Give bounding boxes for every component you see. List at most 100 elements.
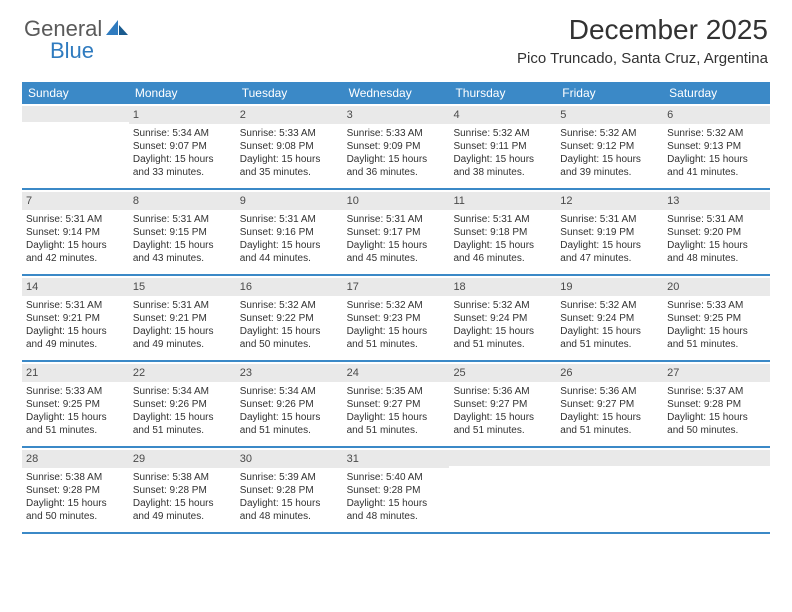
day-info-line: and 49 minutes.	[133, 338, 232, 351]
day-info-line: Sunset: 9:27 PM	[560, 398, 659, 411]
day-number: 25	[449, 364, 556, 382]
day-info-line: Daylight: 15 hours	[453, 153, 552, 166]
day-info-line: Sunset: 9:28 PM	[240, 484, 339, 497]
day-cell-3: 3Sunrise: 5:33 AMSunset: 9:09 PMDaylight…	[343, 104, 450, 188]
day-number: 10	[343, 192, 450, 210]
day-number: 26	[556, 364, 663, 382]
day-cell-2: 2Sunrise: 5:33 AMSunset: 9:08 PMDaylight…	[236, 104, 343, 188]
day-info-line: and 45 minutes.	[347, 252, 446, 265]
day-number	[22, 106, 129, 122]
day-number: 29	[129, 450, 236, 468]
day-info-line: Daylight: 15 hours	[667, 153, 766, 166]
day-info-line: Sunset: 9:24 PM	[453, 312, 552, 325]
day-cell-25: 25Sunrise: 5:36 AMSunset: 9:27 PMDayligh…	[449, 362, 556, 446]
day-info-line: Daylight: 15 hours	[560, 239, 659, 252]
day-number: 18	[449, 278, 556, 296]
day-cell-11: 11 Sunrise: 5:31 AMSunset: 9:18 PMDayligh…	[449, 190, 556, 274]
dow-cell-sunday: Sunday	[22, 82, 129, 104]
day-info-line: Sunset: 9:26 PM	[240, 398, 339, 411]
day-cell-16: 16Sunrise: 5:32 AMSunset: 9:22 PMDayligh…	[236, 276, 343, 360]
day-cell-20: 20Sunrise: 5:33 AMSunset: 9:25 PMDayligh…	[663, 276, 770, 360]
day-cell-empty	[556, 448, 663, 532]
day-info-line: Sunset: 9:18 PM	[453, 226, 552, 239]
day-info-line: Sunrise: 5:31 AM	[133, 213, 232, 226]
day-number: 6	[663, 106, 770, 124]
day-info-line: and 48 minutes.	[240, 510, 339, 523]
day-info-line: Daylight: 15 hours	[347, 239, 446, 252]
day-info-line: and 39 minutes.	[560, 166, 659, 179]
week-row: 21Sunrise: 5:33 AMSunset: 9:25 PMDayligh…	[22, 362, 770, 448]
day-cell-8: 8Sunrise: 5:31 AMSunset: 9:15 PMDaylight…	[129, 190, 236, 274]
day-info-line: Sunrise: 5:34 AM	[133, 385, 232, 398]
day-info-line: Sunrise: 5:31 AM	[26, 213, 125, 226]
dow-cell-thursday: Thursday	[449, 82, 556, 104]
dow-cell-wednesday: Wednesday	[343, 82, 450, 104]
logo-text-blue: Blue	[50, 38, 94, 64]
day-info-line: Daylight: 15 hours	[240, 497, 339, 510]
day-info-line: Daylight: 15 hours	[133, 411, 232, 424]
day-info-line: and 51 minutes.	[347, 338, 446, 351]
day-info-line: Daylight: 15 hours	[240, 153, 339, 166]
day-info-line: Sunrise: 5:34 AM	[240, 385, 339, 398]
day-info-line: Sunset: 9:23 PM	[347, 312, 446, 325]
day-info-line: and 49 minutes.	[133, 510, 232, 523]
day-number	[449, 450, 556, 466]
day-info-line: Sunset: 9:13 PM	[667, 140, 766, 153]
day-info-line: and 35 minutes.	[240, 166, 339, 179]
day-number: 12	[556, 192, 663, 210]
day-info-line: Daylight: 15 hours	[347, 325, 446, 338]
day-info-line: and 43 minutes.	[133, 252, 232, 265]
day-cell-18: 18Sunrise: 5:32 AMSunset: 9:24 PMDayligh…	[449, 276, 556, 360]
day-info-line: Daylight: 15 hours	[133, 497, 232, 510]
day-info-line: and 38 minutes.	[453, 166, 552, 179]
dow-cell-tuesday: Tuesday	[236, 82, 343, 104]
day-number: 8	[129, 192, 236, 210]
day-cell-31: 31Sunrise: 5:40 AMSunset: 9:28 PMDayligh…	[343, 448, 450, 532]
day-info-line: Sunset: 9:08 PM	[240, 140, 339, 153]
day-info-line: and 41 minutes.	[667, 166, 766, 179]
day-info-line: and 51 minutes.	[347, 424, 446, 437]
day-cell-13: 13Sunrise: 5:31 AMSunset: 9:20 PMDayligh…	[663, 190, 770, 274]
day-info-line: Sunset: 9:07 PM	[133, 140, 232, 153]
day-info-line: Daylight: 15 hours	[667, 325, 766, 338]
day-info-line: Sunset: 9:27 PM	[453, 398, 552, 411]
day-info-line: Sunrise: 5:32 AM	[453, 127, 552, 140]
day-info-line: Daylight: 15 hours	[133, 325, 232, 338]
day-info-line: Sunrise: 5:31 AM	[26, 299, 125, 312]
day-info-line: Sunrise: 5:32 AM	[560, 127, 659, 140]
day-number: 24	[343, 364, 450, 382]
day-info-line: Daylight: 15 hours	[560, 411, 659, 424]
day-info-line: and 47 minutes.	[560, 252, 659, 265]
day-number: 17	[343, 278, 450, 296]
dow-cell-monday: Monday	[129, 82, 236, 104]
day-cell-29: 29Sunrise: 5:38 AMSunset: 9:28 PMDayligh…	[129, 448, 236, 532]
day-number: 31	[343, 450, 450, 468]
day-number: 13	[663, 192, 770, 210]
day-info-line: and 50 minutes.	[26, 510, 125, 523]
calendar-grid: SundayMondayTuesdayWednesdayThursdayFrid…	[22, 82, 770, 534]
day-number: 11	[449, 192, 556, 210]
logo-sail-icon	[106, 16, 128, 42]
day-cell-empty	[449, 448, 556, 532]
day-info-line: and 51 minutes.	[667, 338, 766, 351]
day-info-line: and 48 minutes.	[667, 252, 766, 265]
day-number: 15	[129, 278, 236, 296]
week-row: 14Sunrise: 5:31 AMSunset: 9:21 PMDayligh…	[22, 276, 770, 362]
day-number	[556, 450, 663, 466]
day-info-line: Sunrise: 5:38 AM	[26, 471, 125, 484]
week-row: 7Sunrise: 5:31 AMSunset: 9:14 PMDaylight…	[22, 190, 770, 276]
day-info-line: and 51 minutes.	[26, 424, 125, 437]
day-cell-28: 28Sunrise: 5:38 AMSunset: 9:28 PMDayligh…	[22, 448, 129, 532]
day-info-line: Daylight: 15 hours	[453, 239, 552, 252]
day-number	[663, 450, 770, 466]
day-info-line: Sunrise: 5:32 AM	[560, 299, 659, 312]
day-info-line: Sunrise: 5:31 AM	[453, 213, 552, 226]
day-number: 9	[236, 192, 343, 210]
day-info-line: Sunrise: 5:32 AM	[240, 299, 339, 312]
day-info-line: Sunset: 9:25 PM	[26, 398, 125, 411]
day-number: 1	[129, 106, 236, 124]
day-info-line: Daylight: 15 hours	[453, 325, 552, 338]
day-info-line: Sunrise: 5:35 AM	[347, 385, 446, 398]
day-info-line: Daylight: 15 hours	[240, 411, 339, 424]
day-info-line: Sunset: 9:27 PM	[347, 398, 446, 411]
